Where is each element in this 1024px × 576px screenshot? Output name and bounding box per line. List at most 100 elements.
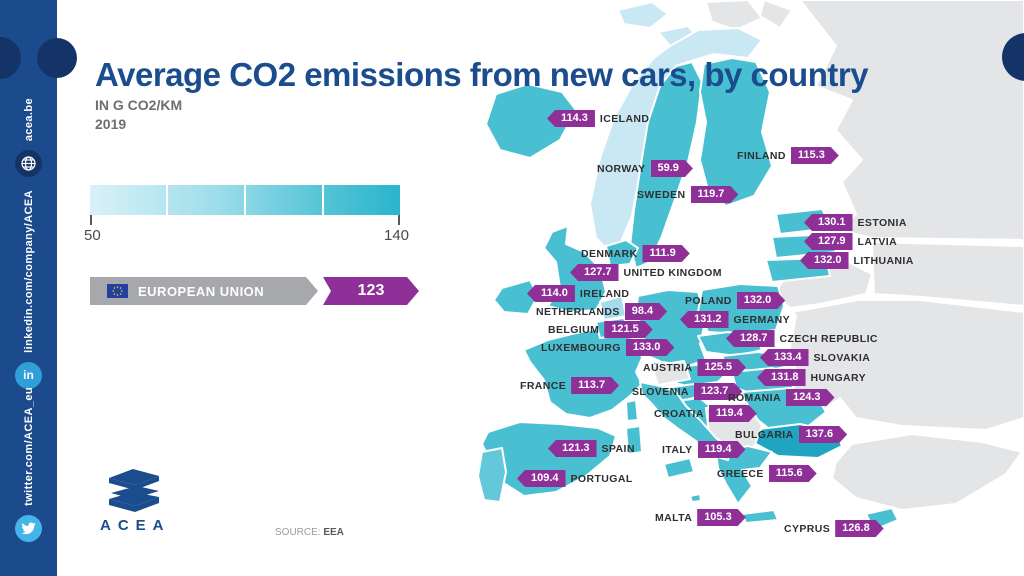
- country-value-tag: 128.7: [726, 330, 775, 347]
- country-value-tag: 133.0: [626, 339, 675, 356]
- country-value-tag: 121.3: [548, 440, 597, 457]
- country-value-tag: 131.2: [680, 311, 729, 328]
- country-value-tag: 123.7: [694, 383, 743, 400]
- country-value-tag: 114.0: [527, 285, 575, 302]
- country-name: PORTUGAL: [570, 472, 633, 485]
- map-crete: [741, 509, 779, 524]
- country-value-tag: 115.6: [769, 465, 817, 482]
- country-label-norway: NORWAY 59.9: [597, 160, 693, 177]
- country-value-tag: 137.6: [799, 426, 848, 443]
- map-svalbard1: [617, 1, 669, 29]
- country-name: ESTONIA: [857, 216, 907, 229]
- map-malta: [689, 493, 702, 503]
- twitter-icon[interactable]: [15, 514, 42, 542]
- eu-average-value: 123: [323, 277, 419, 305]
- country-name: GREECE: [717, 467, 764, 480]
- sidebar-link-website[interactable]: acea.be: [0, 98, 57, 178]
- country-name: SLOVAKIA: [813, 351, 871, 364]
- country-name: BULGARIA: [735, 428, 794, 441]
- country-label-france: FRANCE 113.7: [520, 377, 619, 394]
- country-value-tag: 105.3: [697, 509, 746, 526]
- country-label-slovenia: SLOVENIA 123.7: [632, 383, 742, 400]
- year-line: 2019: [95, 115, 127, 132]
- acea-logo-text: ACEA: [100, 517, 171, 534]
- decor-circle-mid: [37, 38, 77, 78]
- country-name: IRELAND: [579, 287, 630, 300]
- country-label-hungary: 131.8 HUNGARY: [757, 369, 866, 386]
- country-value-tag: 109.4: [517, 470, 566, 487]
- map-greece: [715, 445, 773, 505]
- scale-separator: [244, 185, 246, 215]
- country-value-tag: 113.7: [571, 377, 619, 394]
- map-sicily: [663, 457, 695, 479]
- country-label-croatia: CROATIA 119.4: [654, 405, 757, 422]
- country-name: AUSTRIA: [643, 361, 693, 374]
- linkedin-link-label[interactable]: linkedin.com/company/ACEA: [22, 190, 35, 353]
- country-name: SPAIN: [601, 442, 635, 455]
- eu-average-row: EUROPEAN UNION 123: [90, 277, 419, 305]
- decor-circle-right: [1002, 33, 1024, 81]
- country-label-spain: 121.3 SPAIN: [548, 440, 635, 457]
- country-value-tag: 132.0: [800, 252, 849, 269]
- country-name: LITHUANIA: [853, 254, 914, 267]
- country-label-sweden: SWEDEN 119.7: [637, 186, 738, 203]
- country-label-italy: ITALY 119.4: [662, 441, 746, 458]
- country-label-czech-republic: 128.7 CZECH REPUBLIC: [726, 330, 878, 347]
- page-title: Average CO2 emissions from new cars, by …: [95, 56, 869, 94]
- country-value-tag: 111.9: [642, 245, 689, 262]
- country-name: DENMARK: [581, 247, 638, 260]
- country-name: FRANCE: [520, 379, 567, 392]
- country-label-denmark: DENMARK 111.9: [581, 245, 690, 262]
- linkedin-icon[interactable]: in: [15, 361, 42, 389]
- twitter-link-label[interactable]: twitter.com/ACEA_eu: [22, 387, 35, 506]
- country-label-lithuania: 132.0 LITHUANIA: [800, 252, 914, 269]
- map-turkey: [831, 433, 1023, 511]
- country-label-portugal: 109.4 PORTUGAL: [517, 470, 633, 487]
- map-sardinia: [625, 425, 643, 455]
- country-value-tag: 98.4: [625, 303, 667, 320]
- acea-logo: ACEA: [93, 466, 171, 534]
- country-name: SLOVENIA: [632, 385, 689, 398]
- country-label-romania: ROMANIA 124.3: [728, 389, 835, 406]
- sidebar-link-linkedin[interactable]: linkedin.com/company/ACEA in: [0, 190, 57, 389]
- map-iceland: [485, 83, 577, 159]
- map-russia-mid: [871, 241, 1024, 307]
- color-scale-bar: [90, 185, 400, 215]
- country-name: LUXEMBOURG: [541, 341, 621, 354]
- map-islands-north1: [705, 0, 763, 31]
- country-name: UNITED KINGDOM: [623, 266, 722, 279]
- country-label-poland: POLAND 132.0: [685, 292, 785, 309]
- country-value-tag: 132.0: [737, 292, 786, 309]
- social-sidebar: [0, 0, 57, 576]
- sidebar-link-twitter[interactable]: twitter.com/ACEA_eu: [0, 387, 57, 542]
- country-value-tag: 115.3: [791, 147, 839, 164]
- country-label-luxembourg: LUXEMBOURG 133.0: [541, 339, 674, 356]
- country-name: LATVIA: [857, 235, 898, 248]
- map-finland: [699, 57, 773, 207]
- country-value-tag: 114.3: [547, 110, 595, 127]
- unit-label: IN G CO2/KM 2019: [95, 96, 182, 134]
- map-corsica: [625, 399, 639, 422]
- globe-icon[interactable]: [15, 150, 42, 178]
- country-label-finland: FINLAND 115.3: [737, 147, 839, 164]
- scale-separator: [322, 185, 324, 215]
- scale-tick-min: [90, 215, 92, 225]
- country-value-tag: 119.7: [691, 186, 739, 203]
- country-value-tag: 133.4: [760, 349, 809, 366]
- scale-separator: [166, 185, 168, 215]
- country-label-germany: 131.2 GERMANY: [680, 311, 790, 328]
- website-link-label[interactable]: acea.be: [22, 98, 35, 142]
- country-value-tag: 131.8: [757, 369, 806, 386]
- source-prefix: SOURCE:: [275, 527, 321, 538]
- country-value-tag: 125.5: [697, 359, 746, 376]
- country-name: MALTA: [655, 511, 693, 524]
- country-label-netherlands: NETHERLANDS 98.4: [536, 303, 667, 320]
- country-label-bulgaria: BULGARIA 137.6: [735, 426, 847, 443]
- country-name: HUNGARY: [810, 371, 867, 384]
- country-name: POLAND: [685, 294, 732, 307]
- country-name: GERMANY: [733, 313, 791, 326]
- scale-max-label: 140: [384, 227, 410, 244]
- country-name: CYPRUS: [784, 522, 831, 535]
- scale-tick-max: [398, 215, 400, 225]
